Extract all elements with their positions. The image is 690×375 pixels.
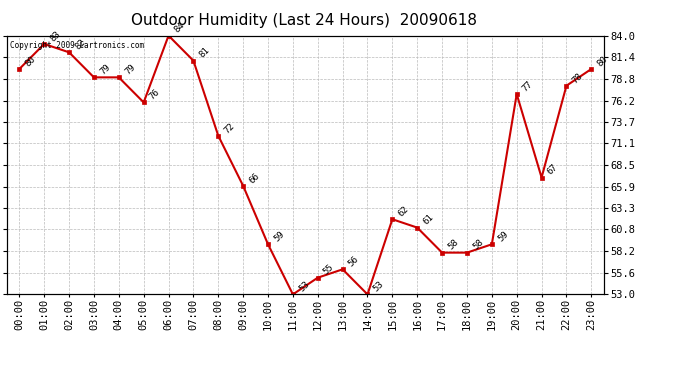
- Text: 67: 67: [546, 163, 560, 177]
- Text: 58: 58: [471, 238, 485, 252]
- Text: 76: 76: [148, 88, 162, 102]
- Text: 61: 61: [422, 213, 435, 227]
- Text: 82: 82: [73, 38, 87, 51]
- Text: 58: 58: [446, 238, 460, 252]
- Text: 53: 53: [372, 280, 386, 294]
- Text: 72: 72: [222, 121, 237, 135]
- Text: 81: 81: [197, 46, 212, 60]
- Text: 56: 56: [347, 255, 361, 268]
- Text: 78: 78: [571, 71, 584, 85]
- Text: Outdoor Humidity (Last 24 Hours)  20090618: Outdoor Humidity (Last 24 Hours) 2009061…: [130, 13, 477, 28]
- Text: 59: 59: [496, 230, 510, 243]
- Text: 79: 79: [98, 63, 112, 76]
- Text: 55: 55: [322, 263, 336, 277]
- Text: 80: 80: [595, 54, 609, 68]
- Text: 59: 59: [272, 230, 286, 243]
- Text: 77: 77: [521, 79, 535, 93]
- Text: 66: 66: [247, 171, 262, 185]
- Text: Copyright 2009 Cartronics.com: Copyright 2009 Cartronics.com: [10, 41, 144, 50]
- Text: 80: 80: [23, 54, 37, 68]
- Text: 83: 83: [48, 29, 62, 43]
- Text: 84: 84: [172, 21, 187, 35]
- Text: 62: 62: [397, 204, 411, 219]
- Text: 79: 79: [123, 63, 137, 76]
- Text: 53: 53: [297, 280, 311, 294]
